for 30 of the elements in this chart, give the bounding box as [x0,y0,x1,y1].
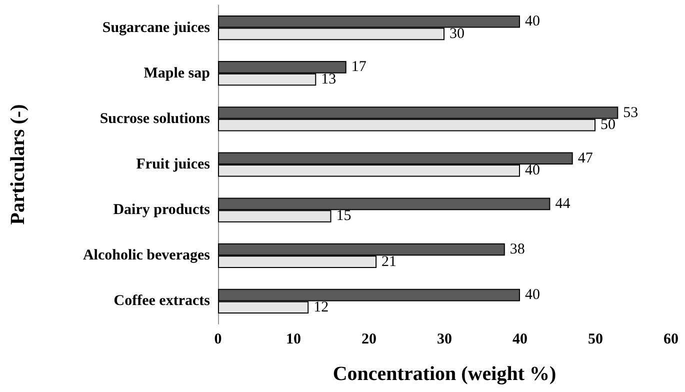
y-axis-title: Particulars (-) [7,104,29,225]
data-label: 12 [314,299,329,316]
data-label: 13 [321,72,336,88]
data-label: 30 [450,26,464,42]
x-tick-label: 30 [437,332,452,348]
data-label: 40 [525,287,540,304]
y-tick-label: Maple sap [144,65,210,82]
x-tick-label: 40 [512,332,528,348]
data-label: 38 [510,241,525,258]
y-tick-label: Dairy products [113,202,210,218]
y-tick-label: Sucrose solutions [100,110,210,127]
y-tick-label: Alcoholic beverages [82,248,210,264]
x-tick-label: 20 [362,332,376,348]
x-tick-label: 10 [286,332,301,348]
data-label: 40 [525,162,540,179]
x-tick-label: 50 [588,332,603,348]
data-label: 50 [600,117,616,134]
x-tick-label: 0 [214,332,222,348]
data-label: 40 [525,14,540,30]
data-label: 21 [382,254,397,270]
data-label: 15 [336,208,352,224]
data-label: 17 [351,59,367,76]
x-axis-title: Concentration (weight %) [332,363,556,385]
data-label: 53 [623,104,638,121]
data-label: 47 [578,150,594,166]
y-tick-label: Sugarcane juices [102,20,210,36]
y-tick-label: Coffee extracts [114,293,210,310]
y-tick-label: Fruit juices [136,156,210,172]
data-label: 44 [555,196,571,212]
x-tick-label: 60 [664,332,678,348]
